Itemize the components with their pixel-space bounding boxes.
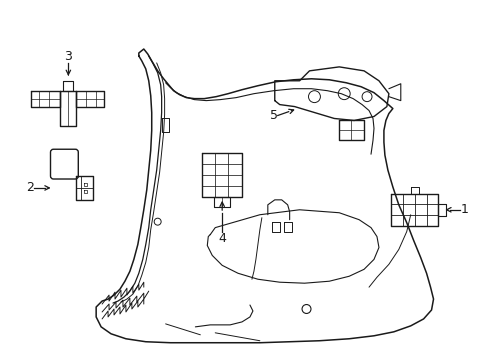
Text: 4: 4	[218, 231, 225, 244]
Polygon shape	[283, 222, 291, 231]
Polygon shape	[390, 194, 438, 226]
Text: 1: 1	[459, 203, 467, 216]
Polygon shape	[31, 91, 61, 107]
Polygon shape	[76, 91, 104, 107]
Polygon shape	[274, 67, 388, 121]
Polygon shape	[339, 121, 364, 140]
Polygon shape	[410, 187, 418, 194]
Polygon shape	[214, 197, 230, 207]
Text: 2: 2	[26, 181, 34, 194]
FancyBboxPatch shape	[50, 149, 78, 179]
Polygon shape	[61, 91, 76, 126]
Polygon shape	[388, 84, 400, 100]
Text: 5: 5	[269, 109, 277, 122]
Polygon shape	[271, 222, 279, 231]
Polygon shape	[438, 204, 446, 216]
Polygon shape	[162, 118, 168, 132]
Text: 3: 3	[64, 50, 72, 63]
Polygon shape	[202, 153, 242, 197]
Polygon shape	[63, 81, 73, 91]
Polygon shape	[76, 176, 93, 200]
